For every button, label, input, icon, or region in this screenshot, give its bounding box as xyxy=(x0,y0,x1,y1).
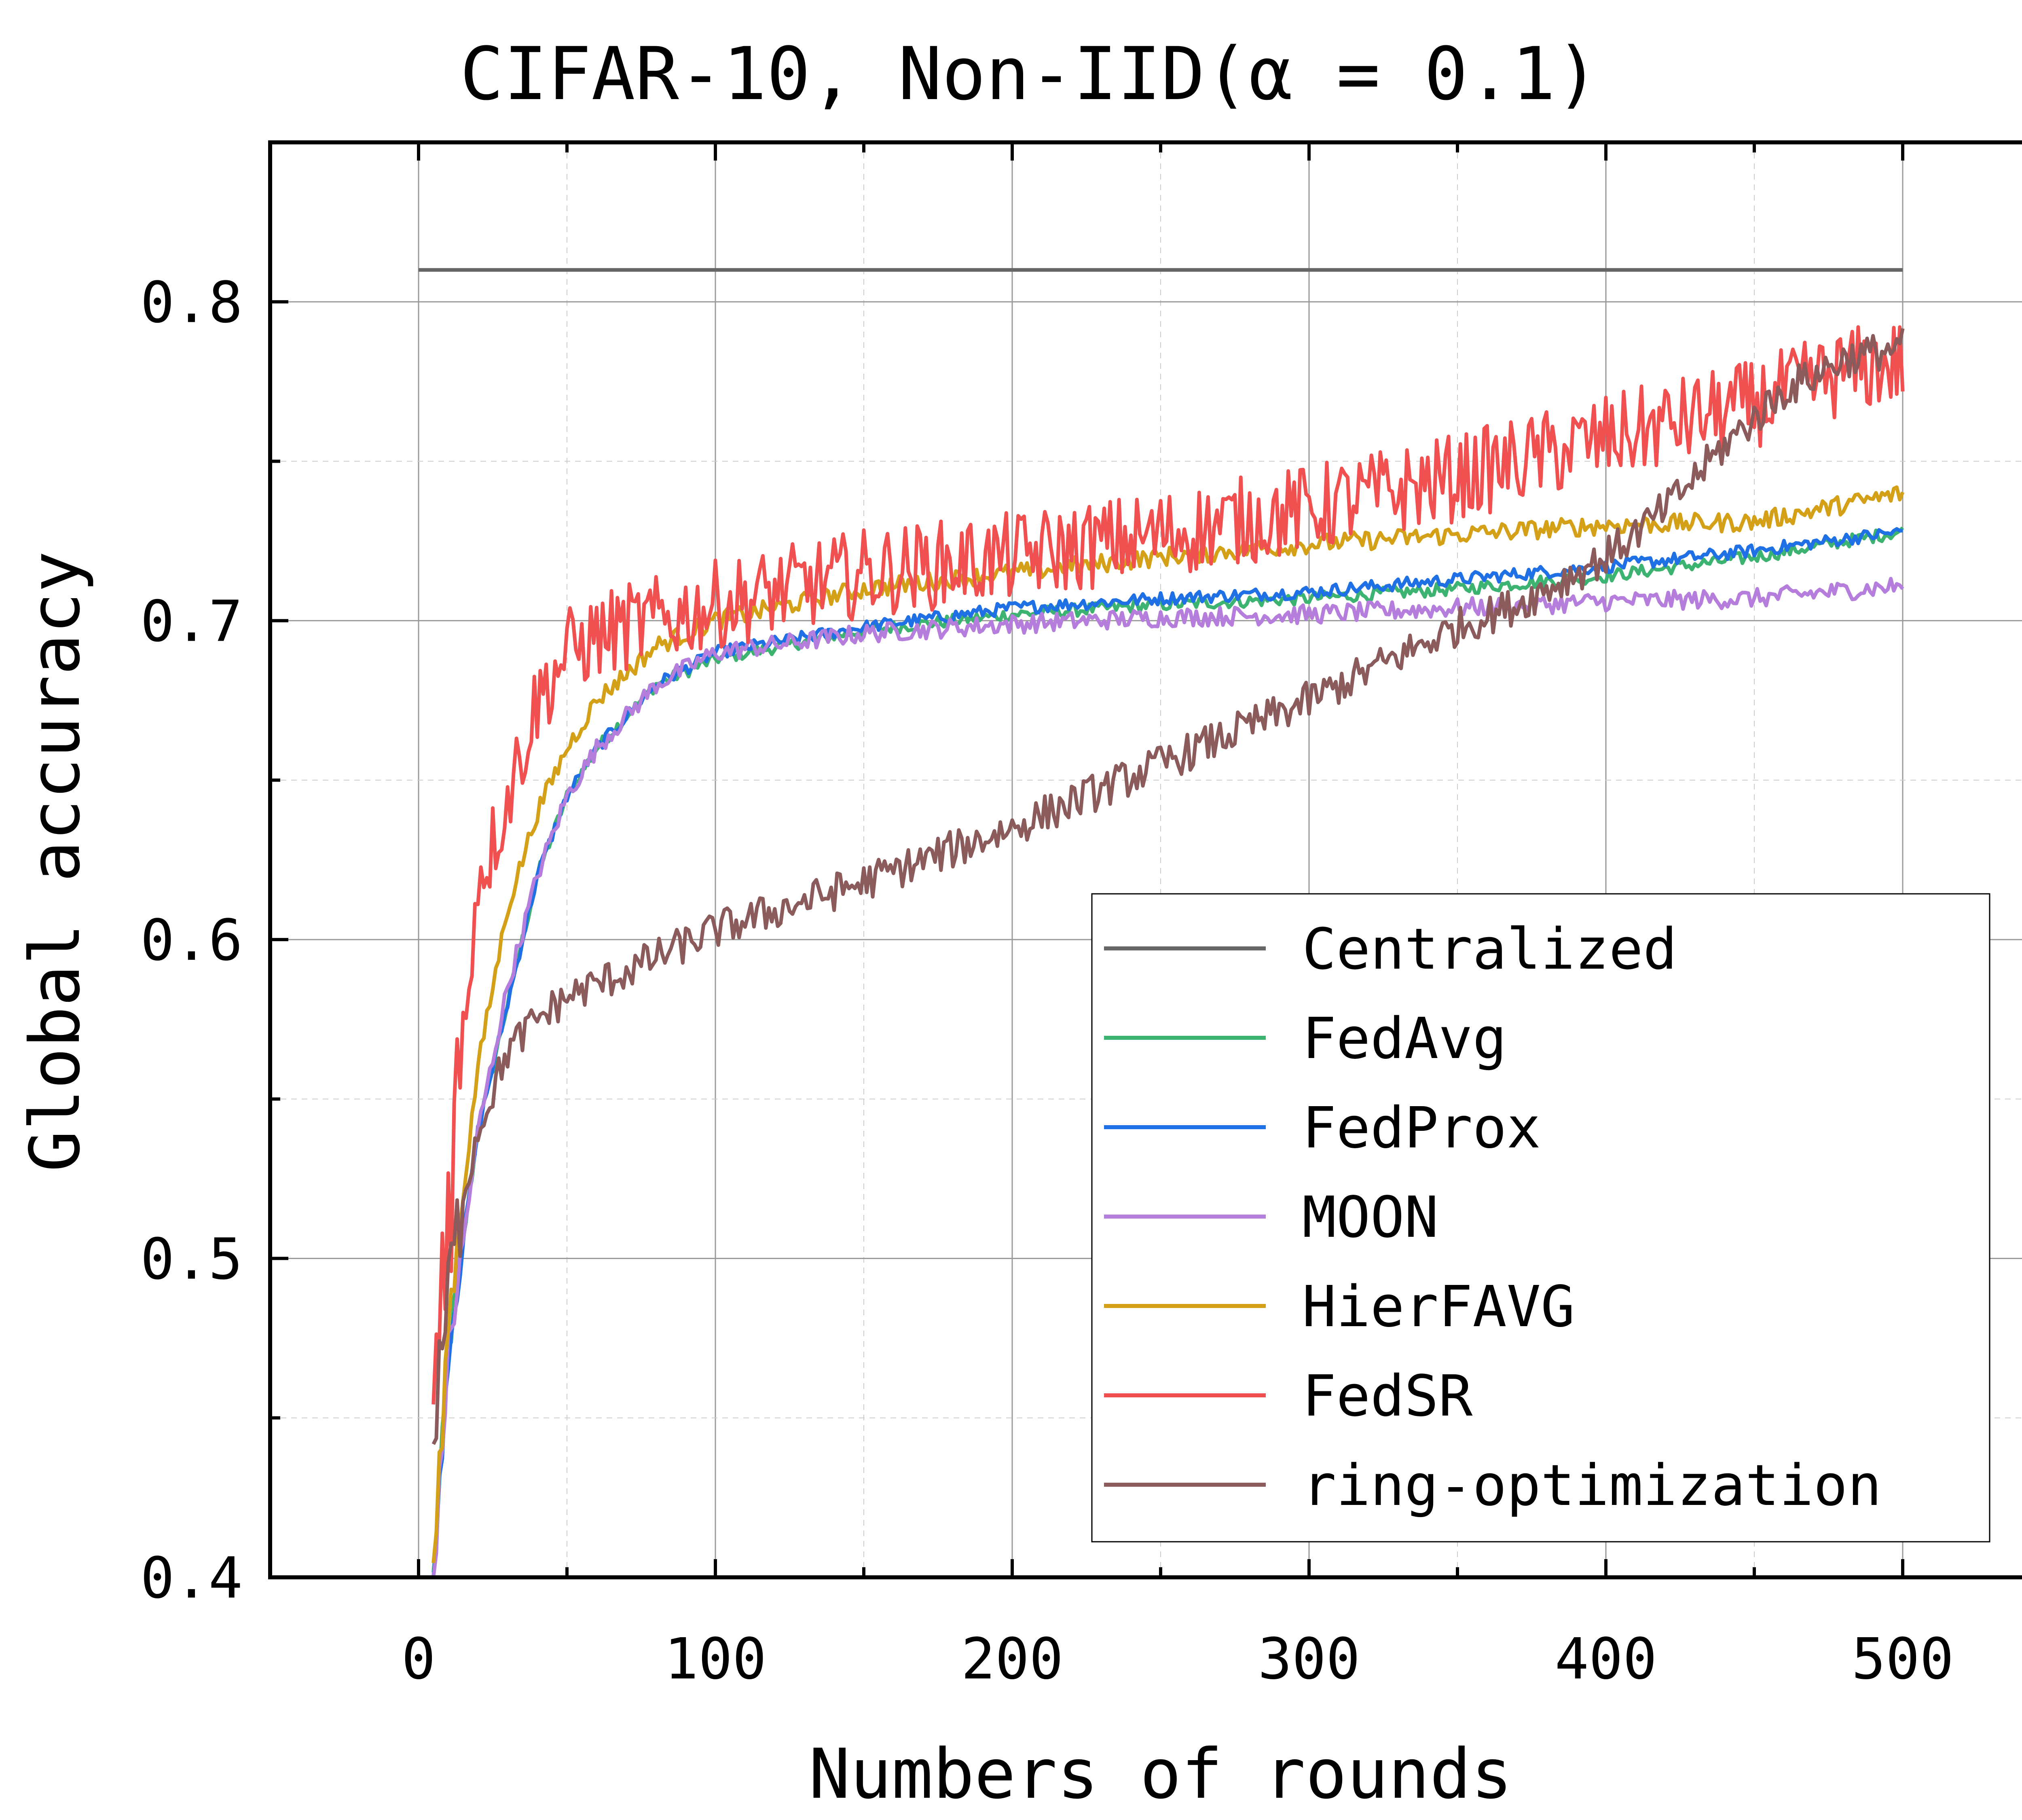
legend-label: ring-optimization xyxy=(1302,1453,1882,1519)
x-axis-label: Numbers of rounds xyxy=(809,1734,1512,1814)
legend-label: HierFAVG xyxy=(1302,1274,1575,1340)
tick-labels: 0 100 200 300 400 500 0.4 0.5 0.6 0.7 0.8 xyxy=(140,270,1954,1692)
x-tick-label: 200 xyxy=(961,1626,1064,1692)
legend-label: Centralized xyxy=(1302,916,1677,982)
legend-label: FedSR xyxy=(1302,1363,1473,1429)
legend-label: FedAvg xyxy=(1302,1006,1507,1072)
series-line-3 xyxy=(431,577,1904,1578)
x-tick-label: 0 xyxy=(402,1626,436,1692)
series-line-6 xyxy=(431,328,1905,1445)
series-line-5 xyxy=(431,325,1905,1405)
plot-lines xyxy=(419,268,1905,1578)
y-tick-label: 0.8 xyxy=(140,270,243,336)
y-tick-label: 0.6 xyxy=(140,908,243,973)
x-tick-label: 400 xyxy=(1555,1626,1657,1692)
y-tick-label: 0.7 xyxy=(140,589,243,655)
legend-label: FedProx xyxy=(1302,1095,1541,1161)
x-tick-label: 300 xyxy=(1258,1626,1360,1692)
legend-label: MOON xyxy=(1302,1185,1438,1251)
legend: Centralized FedAvg FedProx MOON HierFAVG FedS… xyxy=(1091,893,1990,1543)
y-tick-label: 0.4 xyxy=(140,1545,243,1611)
chart-title: CIFAR-10, Non-IID(α = 0.1) xyxy=(460,32,1599,116)
y-tick-label: 0.5 xyxy=(140,1227,243,1293)
y-axis-label: Global accuracy xyxy=(15,551,95,1172)
x-tick-label: 100 xyxy=(664,1626,767,1692)
ticks xyxy=(269,141,1904,1579)
x-tick-label: 500 xyxy=(1852,1626,1954,1692)
